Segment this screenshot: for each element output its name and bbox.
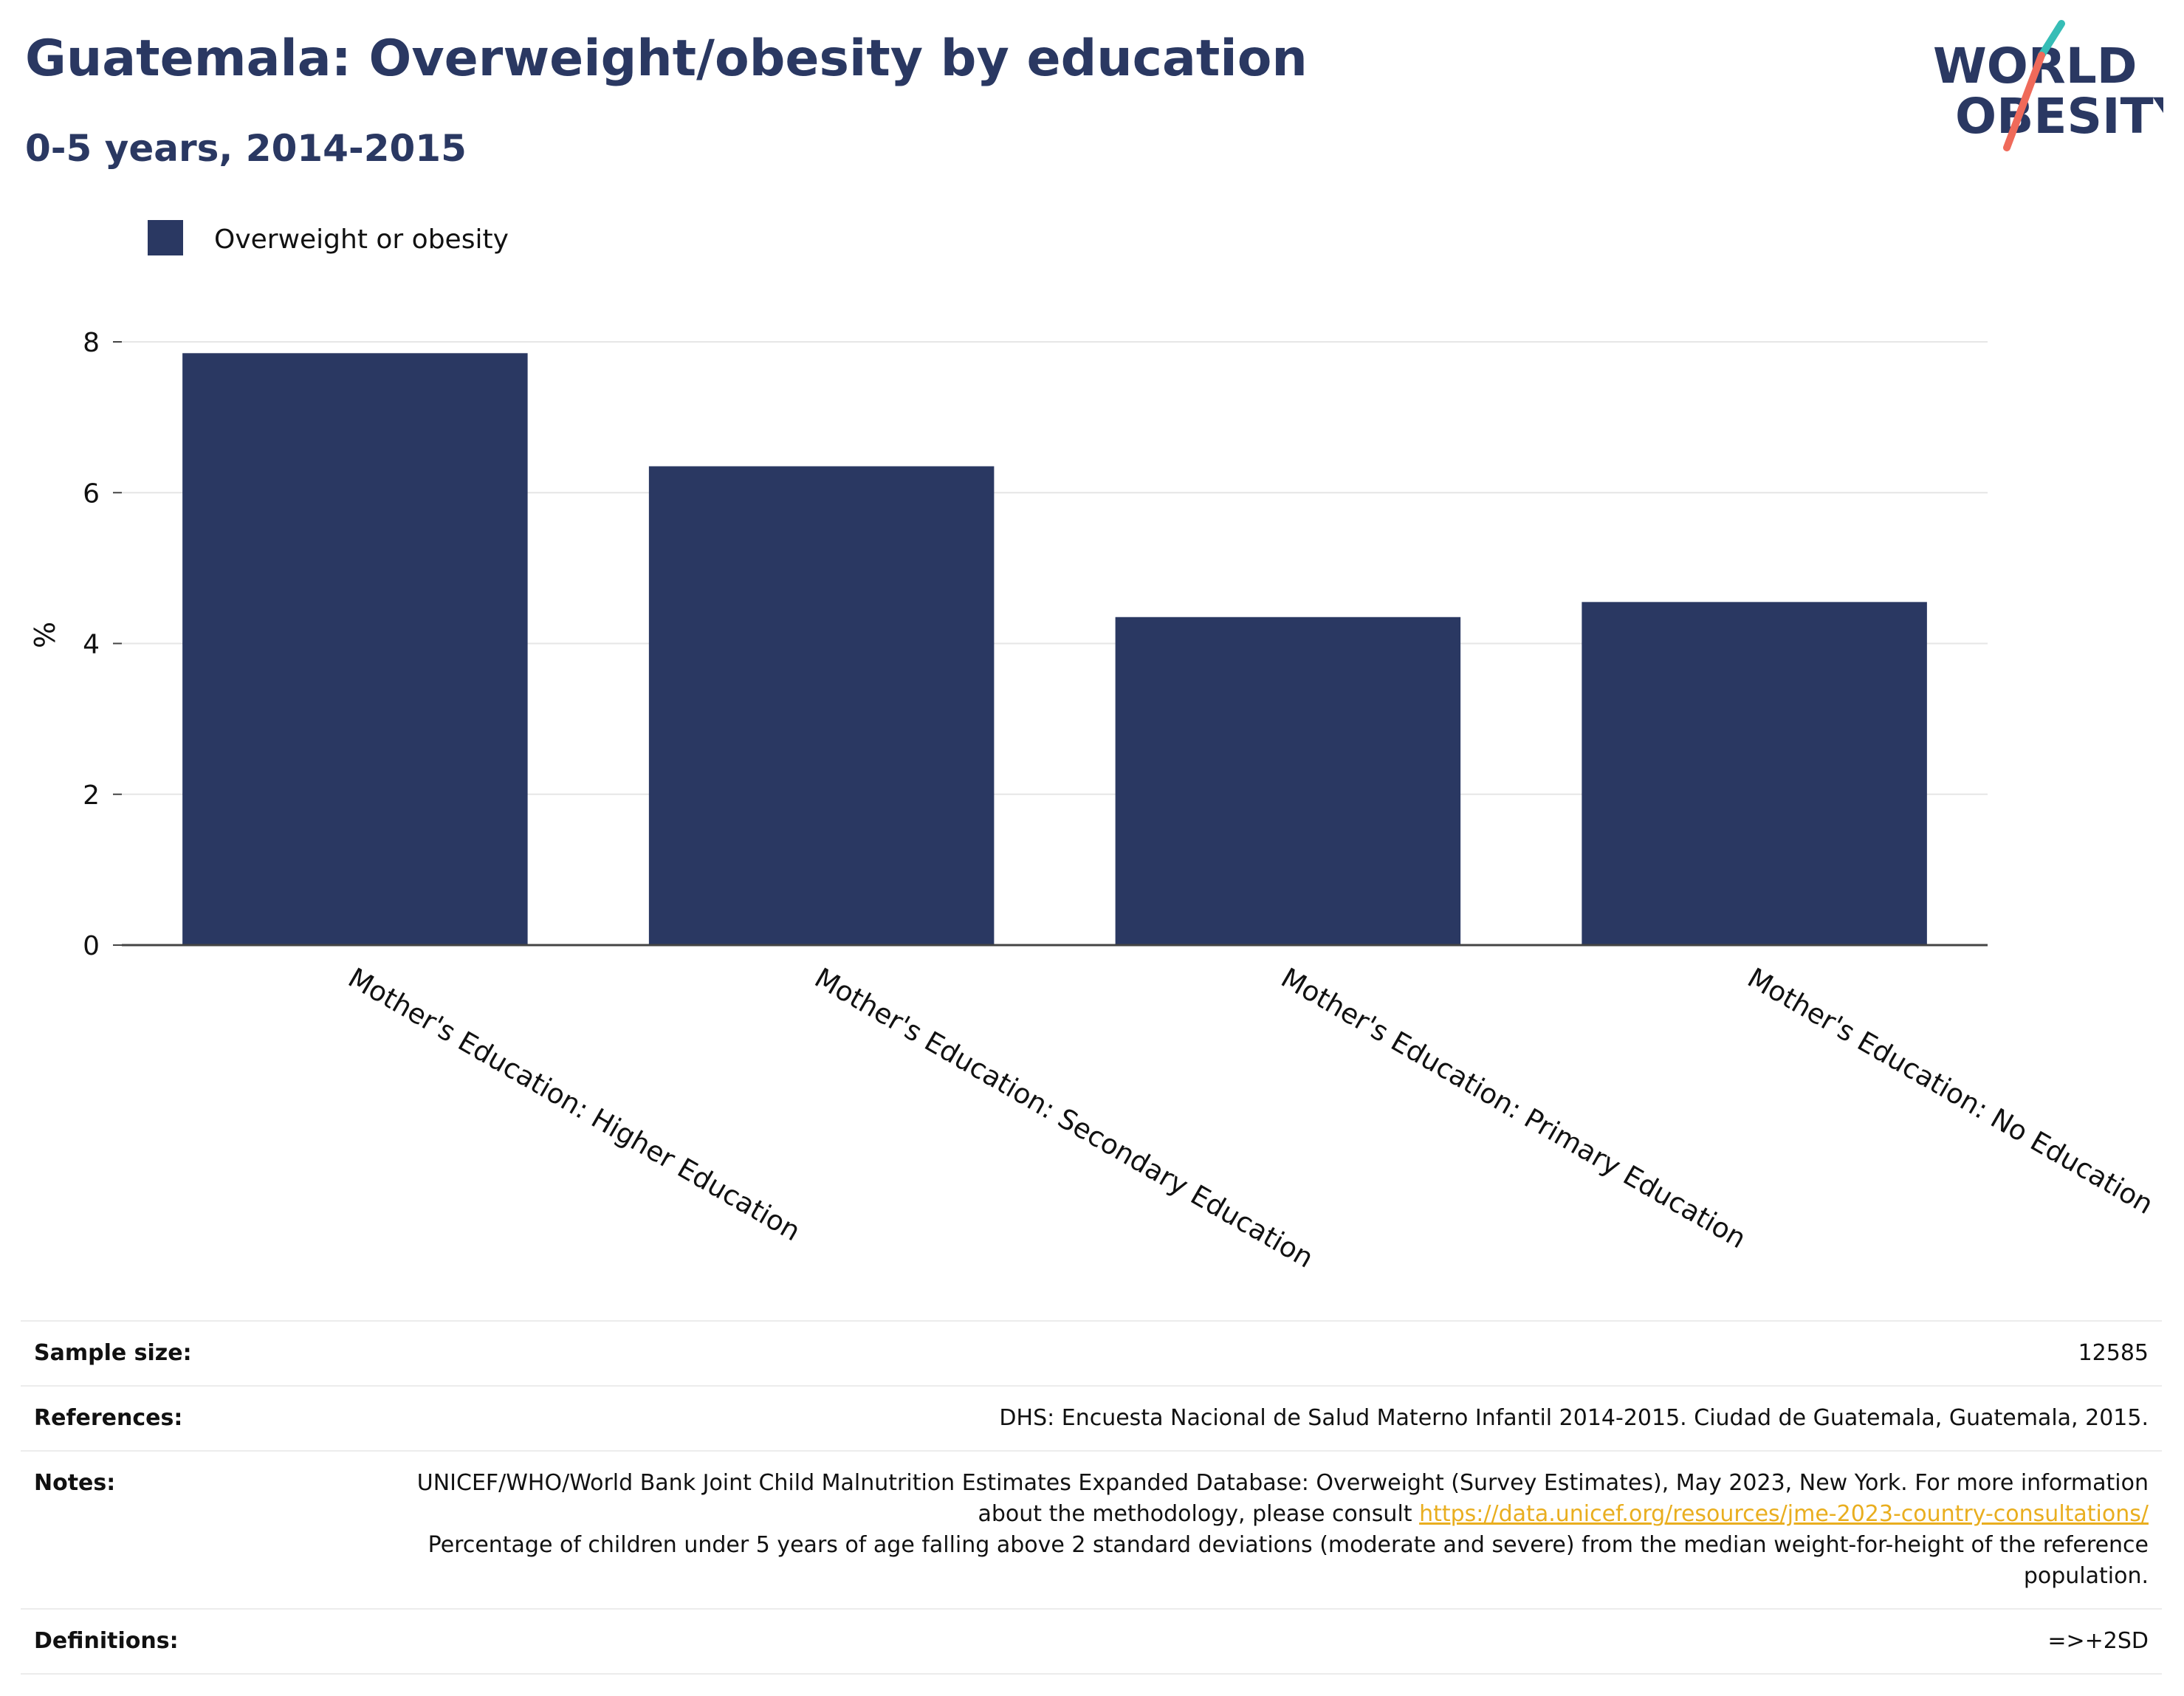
x-tick-label: Mother's Education: No Education <box>1742 962 2159 1220</box>
bar-chart: Overweight or obesity 0 2 4 6 8 % Mother's E… <box>29 220 2159 1274</box>
sample-size-label: Sample size: <box>21 1320 357 1387</box>
page-title: Guatemala: Overweight/obesity by educati… <box>25 30 1308 88</box>
notes-link[interactable]: https://data.unicef.org/resources/jme-20… <box>1419 1501 2149 1527</box>
sample-size-row: Sample size: 12585 <box>21 1320 2162 1387</box>
x-tick-label: Mother's Education: Higher Education <box>343 962 806 1248</box>
sample-size-value: 12585 <box>357 1320 2162 1387</box>
bars <box>182 353 1927 946</box>
definitions-value: =>+2SD <box>357 1608 2162 1675</box>
references-row: References: DHS: Encuesta Nacional de Sa… <box>21 1385 2162 1452</box>
bar <box>648 466 995 945</box>
x-tick-labels: Mother's Education: Higher Education Moth… <box>343 962 2158 1274</box>
references-label: References: <box>21 1385 357 1452</box>
logo-slash-bottom <box>2003 52 2045 151</box>
notes-text-1: UNICEF/WHO/World Bank Joint Child Malnut… <box>416 1470 2149 1527</box>
y-tick-label: 4 <box>83 630 100 660</box>
logo-slash-top <box>2038 20 2065 59</box>
x-tick-label: Mother's Education: Secondary Education <box>809 962 1319 1274</box>
world-obesity-logo: WORLD OBESITY <box>1933 20 2163 151</box>
definitions-row: Definitions: =>+2SD <box>21 1608 2162 1675</box>
definitions-label: Definitions: <box>21 1608 357 1675</box>
y-tick-label: 8 <box>83 328 100 358</box>
legend-label: Overweight or obesity <box>214 224 509 255</box>
notes-row: Notes: UNICEF/WHO/World Bank Joint Child… <box>21 1450 2162 1610</box>
y-tick-labels: 0 2 4 6 8 <box>83 328 100 961</box>
legend-swatch <box>148 220 183 255</box>
notes-label: Notes: <box>21 1450 357 1610</box>
notes-text-2: Percentage of children under 5 years of … <box>427 1532 2149 1589</box>
legend: Overweight or obesity <box>148 220 509 255</box>
bar <box>1115 617 1461 945</box>
info-table: Sample size: 12585 References: DHS: Encu… <box>21 1320 2162 1675</box>
bar <box>182 353 528 946</box>
y-tick-label: 6 <box>83 478 100 509</box>
references-value: DHS: Encuesta Nacional de Salud Materno … <box>357 1385 2162 1452</box>
x-tick-label: Mother's Education: Primary Education <box>1276 962 1751 1255</box>
bar <box>1582 602 1927 945</box>
logo-line-2: OBESITY <box>1955 88 2163 145</box>
y-tick-label: 2 <box>83 780 100 811</box>
y-tick-label: 0 <box>83 931 100 961</box>
page-subtitle: 0-5 years, 2014-2015 <box>25 127 467 170</box>
y-axis-label: % <box>29 622 61 648</box>
notes-value: UNICEF/WHO/World Bank Joint Child Malnut… <box>357 1450 2162 1610</box>
